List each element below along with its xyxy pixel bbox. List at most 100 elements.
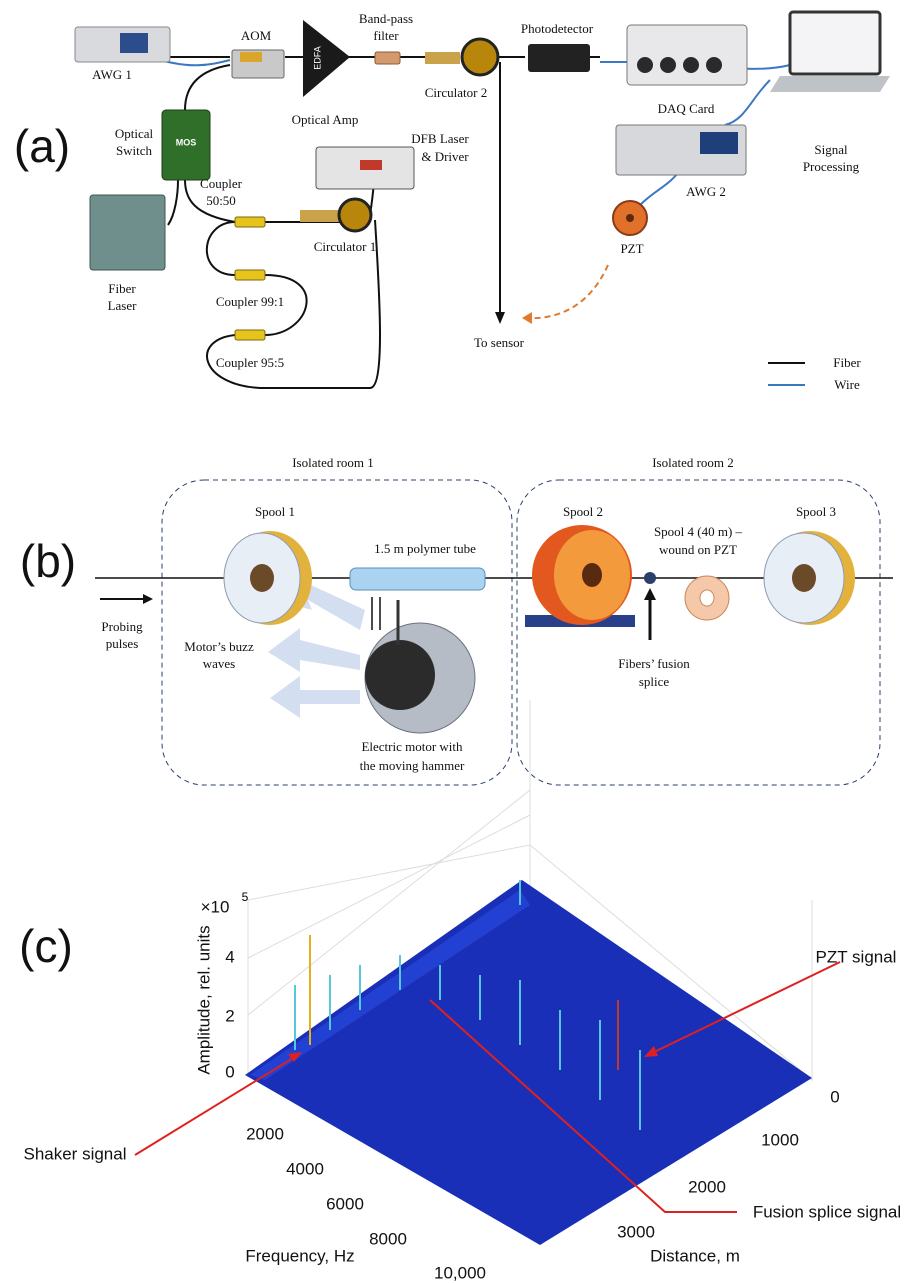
spool-hub bbox=[582, 563, 602, 587]
edfa-device bbox=[303, 20, 350, 97]
label: AWG 2 bbox=[686, 184, 726, 199]
label: Spool 2 bbox=[563, 504, 603, 519]
legend-label: Wire bbox=[834, 377, 860, 392]
label: Circulator 1 bbox=[314, 239, 376, 254]
label: Electric motor with bbox=[361, 739, 463, 754]
label: Isolated room 1 bbox=[292, 455, 374, 470]
tick-label: 10,000 bbox=[434, 1263, 486, 1282]
laptop-screen bbox=[790, 12, 880, 74]
tick-label: 2000 bbox=[688, 1177, 726, 1196]
tick-label: 2 bbox=[225, 1006, 234, 1025]
motor-face bbox=[365, 640, 435, 710]
label: Isolated room 2 bbox=[652, 455, 734, 470]
panel-label: (a) bbox=[14, 120, 70, 172]
annotation: Fusion splice signal bbox=[753, 1202, 901, 1221]
label: Circulator 2 bbox=[425, 85, 487, 100]
fibers bbox=[168, 57, 600, 388]
label: AWG 1 bbox=[92, 67, 132, 82]
label: 1.5 m polymer tube bbox=[374, 541, 476, 556]
panel-a: (a) AWG 1 AOM EDFA Optical Amp Band-pass… bbox=[14, 11, 890, 392]
label: Coupler bbox=[200, 176, 243, 191]
label: & Driver bbox=[421, 149, 469, 164]
label: Spool 4 (40 m) – bbox=[654, 524, 743, 539]
label: wound on PZT bbox=[659, 542, 737, 557]
surface bbox=[245, 880, 812, 1245]
panel-label: (b) bbox=[20, 535, 76, 587]
tick-label: 1000 bbox=[761, 1130, 799, 1149]
label: Fibers’ fusion bbox=[618, 656, 690, 671]
label: MOS bbox=[176, 137, 197, 147]
hammer-arrows bbox=[372, 597, 380, 630]
spool-hub bbox=[792, 564, 816, 592]
multiplier: ×10 bbox=[201, 897, 230, 916]
tick-label: 3000 bbox=[617, 1222, 655, 1241]
label: Spool 1 bbox=[255, 504, 295, 519]
legend-label: Fiber bbox=[833, 355, 861, 370]
label: Probing bbox=[101, 619, 143, 634]
label: Spool 3 bbox=[796, 504, 836, 519]
pzt-link bbox=[525, 265, 608, 318]
arrow-head bbox=[644, 588, 656, 600]
label: DFB Laser bbox=[411, 131, 469, 146]
axis-label: Distance, m bbox=[650, 1246, 740, 1265]
label: pulses bbox=[106, 636, 139, 651]
tick-label: 8000 bbox=[369, 1229, 407, 1248]
tick-label: 6000 bbox=[326, 1194, 364, 1213]
axis-label: Amplitude, rel. units bbox=[194, 925, 213, 1074]
label: 50:50 bbox=[206, 193, 236, 208]
label: To sensor bbox=[474, 335, 525, 350]
label: Photodetector bbox=[521, 21, 594, 36]
photodetector-device bbox=[528, 44, 590, 72]
label: DAQ Card bbox=[658, 101, 715, 116]
spool-hub bbox=[250, 564, 274, 592]
label: waves bbox=[203, 656, 236, 671]
daq-device bbox=[627, 25, 747, 85]
aom-chip bbox=[240, 52, 262, 62]
laptop-base bbox=[770, 76, 890, 92]
fiber-laser-device bbox=[90, 195, 165, 270]
label: Optical bbox=[115, 126, 154, 141]
label: Band-pass bbox=[359, 11, 413, 26]
label: Motor’s buzz bbox=[184, 639, 254, 654]
label: the moving hammer bbox=[360, 758, 465, 773]
tick-label: 4 bbox=[225, 947, 234, 966]
panel-label: (c) bbox=[19, 920, 73, 972]
filter-device bbox=[375, 52, 400, 64]
spool-hub bbox=[700, 590, 714, 606]
tick-label: 4000 bbox=[286, 1159, 324, 1178]
label: PZT bbox=[620, 241, 643, 256]
label: EDFA bbox=[312, 46, 322, 70]
label: Coupler 95:5 bbox=[216, 355, 284, 370]
pzt-center bbox=[626, 214, 634, 222]
panel-b: (b) Isolated room 1 Isolated room 2 Prob… bbox=[20, 455, 893, 785]
splice bbox=[644, 572, 656, 584]
label: Laser bbox=[108, 298, 138, 313]
arrow-head bbox=[495, 312, 505, 324]
panel-c: (c) ×10 5 Amplitude, rel. units 0 2 4 20… bbox=[19, 700, 901, 1282]
axis-label: Frequency, Hz bbox=[245, 1246, 354, 1265]
arrow-head bbox=[522, 312, 532, 324]
exponent: 5 bbox=[242, 890, 249, 904]
annotation: Shaker signal bbox=[23, 1144, 126, 1163]
dfb-display bbox=[360, 160, 382, 170]
label: filter bbox=[373, 28, 399, 43]
polymer-tube bbox=[350, 568, 485, 590]
figure: (a) AWG 1 AOM EDFA Optical Amp Band-pass… bbox=[0, 0, 917, 1283]
tick-label: 0 bbox=[225, 1062, 234, 1081]
label: Fiber bbox=[108, 281, 136, 296]
circulator1-device bbox=[339, 199, 371, 231]
couplers bbox=[235, 217, 265, 340]
label: Optical Amp bbox=[292, 112, 359, 127]
label: Processing bbox=[803, 159, 860, 174]
screen bbox=[120, 33, 148, 53]
arrow-head bbox=[143, 594, 153, 604]
screen bbox=[700, 132, 738, 154]
connector bbox=[425, 52, 460, 64]
tick-label: 0 bbox=[830, 1087, 839, 1106]
label: AOM bbox=[241, 28, 272, 43]
connector bbox=[300, 210, 340, 222]
label: Signal bbox=[814, 142, 848, 157]
circulator2-device bbox=[462, 39, 498, 75]
label: Coupler 99:1 bbox=[216, 294, 284, 309]
label: Switch bbox=[116, 143, 153, 158]
